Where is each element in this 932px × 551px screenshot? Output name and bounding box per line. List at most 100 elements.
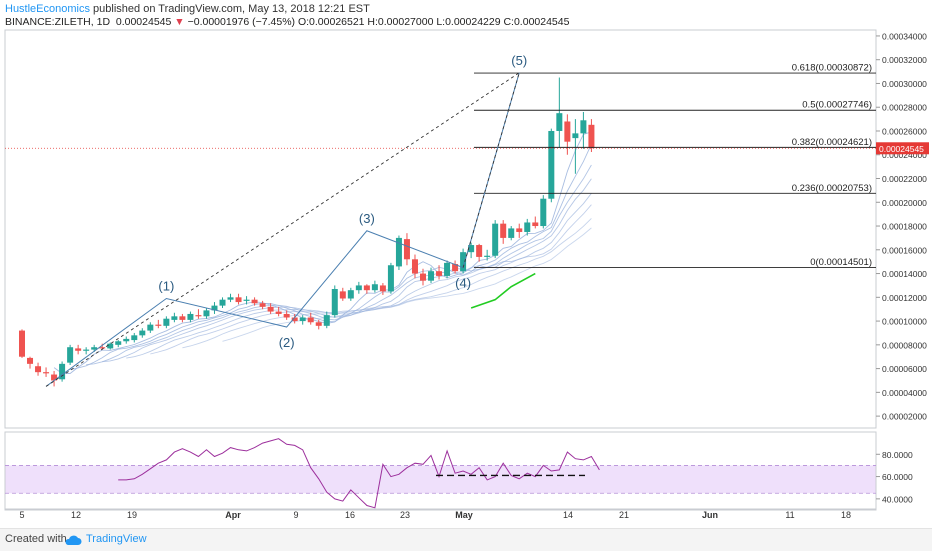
candle-body	[395, 237, 402, 267]
candle-body	[323, 315, 330, 326]
price-tick-label: 0.00034000	[882, 31, 927, 41]
price-tick-label: 0.00008000	[882, 340, 927, 350]
candle	[436, 265, 443, 280]
candle	[51, 370, 58, 387]
candle	[564, 114, 571, 155]
last-price: 0.00024545	[115, 16, 172, 28]
fib-label: 0.382(0.00024621)	[792, 137, 872, 148]
candle-body	[203, 310, 210, 317]
rsi-tick-label: 40.0000	[882, 494, 913, 504]
candle	[556, 77, 563, 148]
candle	[331, 285, 338, 318]
publish-info: HustleEconomics published on TradingView…	[5, 3, 370, 15]
candle-body	[476, 245, 483, 257]
candle-body	[91, 347, 98, 350]
ma-line	[182, 218, 592, 349]
candle-body	[259, 303, 266, 307]
rsi-tick-label: 60.0000	[882, 472, 913, 482]
candle	[476, 243, 483, 262]
candle-body	[43, 372, 50, 374]
candle	[251, 297, 258, 306]
candle	[259, 300, 266, 310]
candle-body	[347, 290, 354, 299]
candle	[323, 311, 330, 329]
candle	[107, 342, 114, 350]
symbol-info: BINANCE:ZILETH, 1D 0.00024545 ▼ −0.00001…	[5, 16, 569, 28]
candle	[411, 254, 418, 279]
candle-body	[123, 338, 130, 342]
price-tick-label: 0.00012000	[882, 293, 927, 303]
candle-body	[387, 265, 394, 292]
candle-body	[532, 222, 539, 227]
tradingview-brand[interactable]: TradingView	[86, 533, 147, 545]
candle	[179, 313, 186, 323]
price-tick-label: 0.00010000	[882, 317, 927, 327]
price-tick-label: 0.00022000	[882, 174, 927, 184]
ma-ribbon	[53, 131, 592, 374]
candle-body	[187, 313, 194, 320]
ma-line	[222, 227, 592, 342]
candle-body	[411, 259, 418, 274]
candle	[460, 248, 467, 274]
candles	[19, 77, 595, 387]
candle-body	[27, 357, 34, 364]
candle-body	[452, 264, 459, 272]
current-price-tag	[876, 142, 929, 155]
wave-label: (4)	[455, 276, 471, 291]
date-tick-label: 19	[127, 510, 137, 520]
candle	[227, 293, 234, 303]
candle-body	[179, 316, 186, 320]
candle-body	[19, 330, 25, 357]
price-tick-label: 0.00018000	[882, 222, 927, 232]
candle-body	[468, 245, 475, 253]
rsi-axis: 40.0000 60.0000 80.0000	[876, 450, 913, 504]
candle-body	[67, 347, 74, 363]
candle	[291, 313, 298, 324]
candle-body	[420, 273, 426, 281]
ma-line	[86, 164, 592, 366]
candle	[484, 249, 491, 261]
candle	[508, 226, 515, 241]
fib-label: 0.236(0.00020753)	[792, 183, 872, 194]
candle	[355, 281, 362, 294]
wave5-dashed	[462, 72, 520, 268]
candle-body	[371, 284, 378, 291]
candle-body	[572, 133, 579, 139]
created-with-label: Created with	[5, 533, 67, 545]
candle	[115, 340, 122, 348]
price-tick-label: 0.00024000	[882, 150, 927, 160]
candle-body	[163, 318, 170, 326]
candle	[27, 356, 34, 369]
ma-line	[150, 204, 592, 355]
candle-body	[99, 347, 106, 349]
down-arrow-icon: ▼	[174, 16, 185, 28]
wave-path	[45, 72, 520, 387]
candle	[219, 297, 226, 309]
candle-body	[131, 335, 138, 341]
price-chart[interactable]: 0.00002000 0.00004000 0.00006000 0.00008000…	[0, 0, 932, 528]
price-tick-label: 0.00002000	[882, 412, 927, 422]
candle	[468, 242, 475, 259]
candle	[59, 361, 66, 382]
candle-body	[460, 252, 467, 272]
candle-body	[492, 223, 499, 256]
candle	[99, 343, 106, 350]
candle-body	[51, 374, 58, 381]
fib-label: 0.5(0.00027746)	[802, 100, 872, 111]
candle	[572, 119, 579, 174]
date-tick-label: 21	[619, 510, 629, 520]
author-link[interactable]: HustleEconomics	[5, 3, 90, 15]
candle	[283, 310, 290, 320]
candle	[500, 220, 507, 244]
candle-body	[59, 363, 66, 380]
candle	[195, 309, 202, 319]
candle-body	[500, 223, 507, 238]
candle-body	[484, 255, 491, 257]
candle-body	[147, 324, 154, 331]
candle-body	[403, 239, 410, 260]
candle-body	[564, 121, 571, 142]
candle-body	[331, 288, 338, 316]
candle	[203, 308, 210, 319]
candle	[147, 322, 154, 333]
